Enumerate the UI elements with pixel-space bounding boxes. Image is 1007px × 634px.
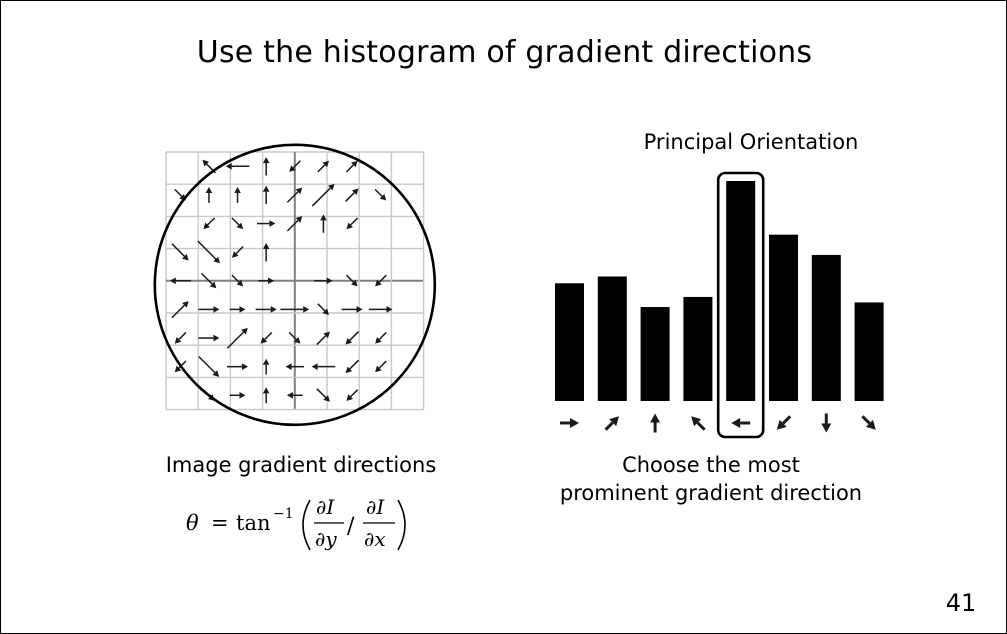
direction-up-right-icon <box>604 416 620 431</box>
principal-orientation-highlight <box>716 171 765 439</box>
slide-title: Use the histogram of gradient directions <box>196 35 813 70</box>
gradient-arrow-icon <box>314 277 333 285</box>
direction-down-icon <box>821 413 832 433</box>
gradient-arrow-icon <box>198 306 220 313</box>
gradient-arrow-icon <box>345 359 360 374</box>
gradient-arrow-icon <box>227 363 249 370</box>
gradient-arrow-icon <box>286 187 303 203</box>
gradient-arrow-icon <box>255 306 277 313</box>
image-gradient-label: Image gradient directions <box>165 453 437 477</box>
direction-up-left-icon <box>691 416 706 431</box>
gradient-arrow-icon <box>286 391 303 399</box>
gradient-arrow-icon <box>231 217 244 230</box>
gradient-arrow-icon <box>171 301 189 319</box>
gradient-arrow-icon <box>286 216 303 232</box>
formula-slash: / <box>347 514 355 539</box>
gradient-arrow-icon <box>258 277 275 285</box>
gradient-arrow-icon <box>345 331 360 345</box>
formula-numerator-1: ∂I <box>316 495 335 519</box>
gradient-arrow-icon <box>316 388 330 402</box>
histogram-bar <box>726 181 756 401</box>
formula-left-paren <box>302 499 311 551</box>
choose-direction-line-1: Choose the most <box>622 453 800 477</box>
gradient-arrow-icon <box>260 331 273 344</box>
gradient-arrow-icon <box>320 214 327 233</box>
gradient-arrow-icon <box>345 188 359 202</box>
gradient-arrow-icon <box>316 331 330 346</box>
formula-exponent: −1 <box>273 506 294 522</box>
gradient-arrow-icon <box>262 358 270 375</box>
direction-left-icon <box>731 418 751 428</box>
gradient-arrow-icon <box>368 306 393 313</box>
gradient-arrow-icon <box>171 243 189 261</box>
gradient-arrow-icon <box>205 187 213 203</box>
gradient-arrow-icon <box>169 277 191 285</box>
gradient-arrow-icon <box>375 331 387 344</box>
gradient-arrow-icon <box>229 391 246 399</box>
direction-down-left-icon <box>776 415 792 430</box>
formula-right-paren <box>397 499 406 551</box>
gradient-arrow-icon <box>200 272 217 289</box>
formula-theta: θ <box>186 511 199 535</box>
gradient-arrow-icon <box>229 306 246 313</box>
gradient-arrow-icon <box>289 160 301 172</box>
gradient-arrow-icon <box>231 274 244 287</box>
gradient-arrow-icon <box>262 185 270 205</box>
histogram-bar <box>769 234 798 401</box>
formula-equals: = <box>211 511 229 535</box>
gradient-arrow-icon <box>262 242 270 262</box>
page-number: 41 <box>945 589 977 617</box>
formula-denominator-2: ∂x <box>364 527 386 551</box>
choose-direction-label: Choose the most prominent gradient direc… <box>521 451 901 507</box>
gradient-arrow-icon <box>346 389 359 401</box>
histogram-bar <box>597 276 627 401</box>
gradient-arrow-icon <box>341 306 363 313</box>
gradient-arrow-icon <box>234 187 241 203</box>
gradient-arrow-icon <box>225 163 250 170</box>
gradient-arrow-icon <box>280 306 310 313</box>
gradient-arrow-icon <box>198 334 220 342</box>
formula-tan: tan <box>236 511 270 535</box>
direction-right-icon <box>560 418 579 428</box>
gradient-arrow-icon <box>311 363 336 370</box>
formula-numerator-2: ∂I <box>366 495 385 519</box>
gradient-arrow-icon <box>262 157 270 176</box>
choose-direction-line-2: prominent gradient direction <box>559 481 863 505</box>
principal-orientation-label: Principal Orientation <box>643 130 859 154</box>
histogram-bar <box>640 307 670 401</box>
gradient-arrow-icon <box>311 183 335 207</box>
gradient-arrow-icon <box>346 217 359 230</box>
gradient-arrow-icon <box>226 327 248 349</box>
gradient-arrow-icon <box>288 331 301 344</box>
histogram-bar <box>683 296 713 401</box>
gradient-arrow-icon <box>345 274 358 287</box>
gradient-arrow-icon <box>174 331 187 344</box>
histogram-bar <box>811 254 841 401</box>
gradient-arrow-icon <box>262 387 270 404</box>
gradient-arrow-icon <box>345 160 358 173</box>
gradient-arrow-icon <box>203 217 216 230</box>
histogram-bar <box>555 283 584 401</box>
gradient-arrow-icon <box>375 360 387 373</box>
gradient-arrow-icon <box>375 274 387 287</box>
gradient-arrow-icon <box>317 303 330 316</box>
keypoint-circle <box>153 143 437 427</box>
gradient-arrow-icon <box>231 246 244 258</box>
direction-down-right-icon <box>861 415 876 430</box>
gradient-arrow-icon <box>285 363 304 370</box>
gradient-arrow-icon <box>374 188 387 201</box>
gradient-angle-formula: θ = tan −1 ∂I ∂y / ∂I ∂x <box>186 495 406 551</box>
gradient-grid-figure <box>153 143 437 427</box>
gradient-arrow-icon <box>256 220 276 227</box>
direction-up-icon <box>650 413 661 433</box>
grid-lines <box>165 151 425 411</box>
gradient-arrow-icon <box>198 355 220 377</box>
gradient-arrow-icon <box>317 160 330 173</box>
histogram-bar <box>854 302 884 401</box>
orientation-histogram <box>555 171 884 439</box>
formula-denominator-1: ∂y <box>315 527 337 551</box>
gradient-arrow-icon <box>197 240 221 264</box>
